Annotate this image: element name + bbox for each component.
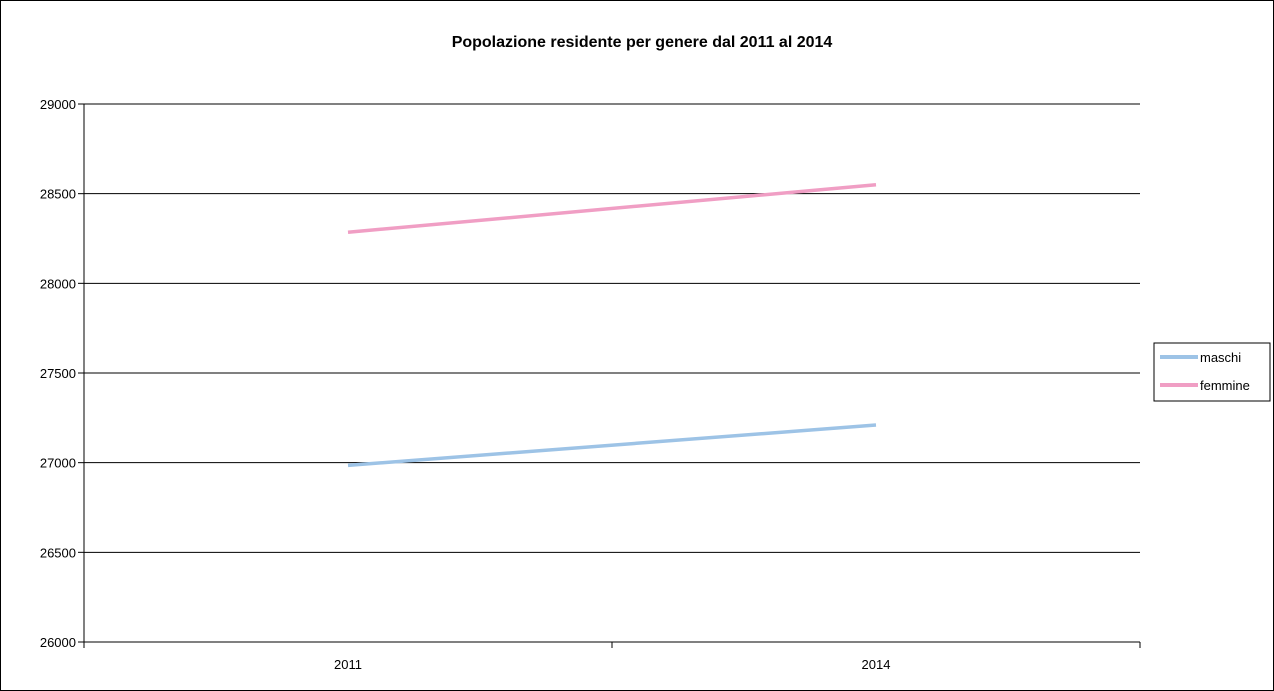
x-tick-label-2011: 2011: [334, 657, 362, 672]
chart-title: Popolazione residente per genere dal 201…: [452, 34, 833, 51]
x-tick-label-2014: 2014: [862, 657, 891, 672]
y-tick-label-26500: 26500: [40, 545, 76, 560]
y-tick-label-29000: 29000: [40, 97, 76, 112]
legend-label-femmine: femmine: [1200, 378, 1250, 393]
legend-label-maschi: maschi: [1200, 350, 1241, 365]
legend: maschi femmine: [1154, 343, 1270, 401]
y-tick-label-27000: 27000: [40, 456, 76, 471]
y-tick-label-26000: 26000: [40, 635, 76, 650]
y-tick-label-28000: 28000: [40, 276, 76, 291]
y-tick-label-28500: 28500: [40, 187, 76, 202]
y-tick-label-27500: 27500: [40, 366, 76, 381]
